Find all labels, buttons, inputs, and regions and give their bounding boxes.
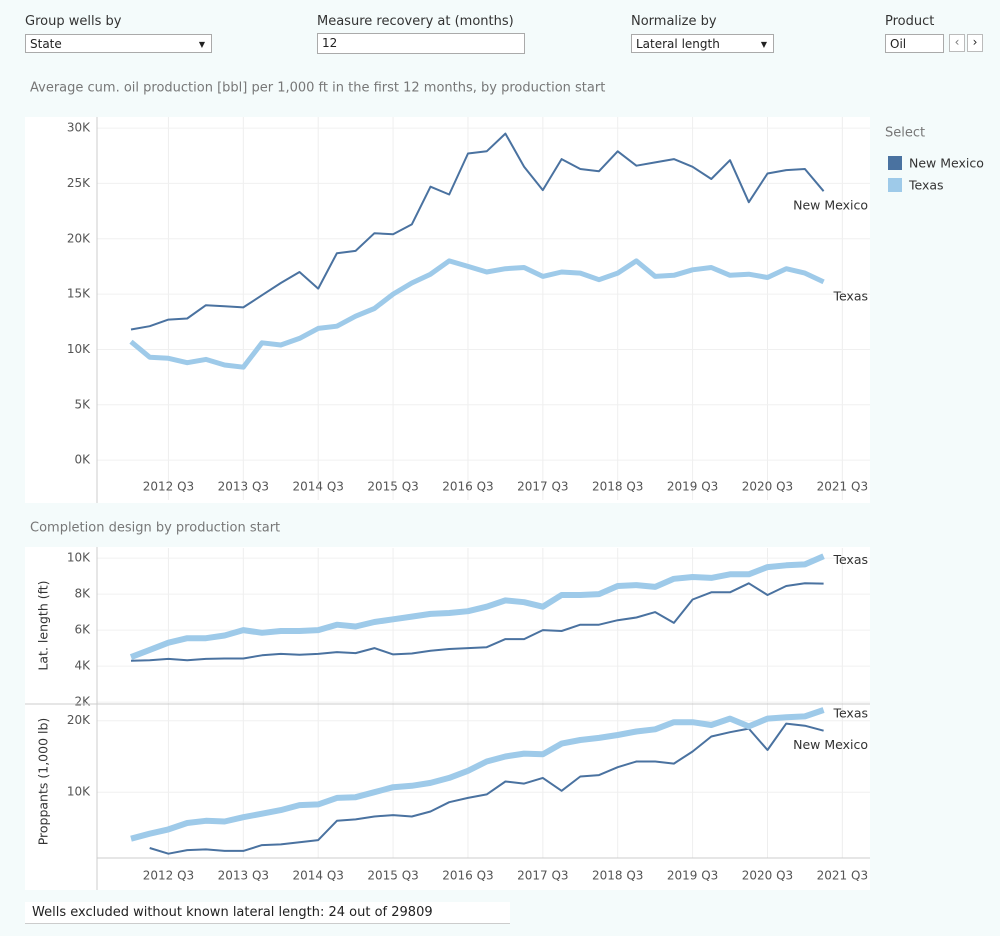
x-tick-label: 2012 Q3 <box>143 869 194 883</box>
x-tick-label: 2020 Q3 <box>742 869 793 883</box>
chart-title: Completion design by production start <box>30 521 280 536</box>
y-tick-label: 15K <box>67 287 91 301</box>
y-tick-label: 0K <box>74 453 91 467</box>
product-select[interactable]: Oil <box>885 34 944 53</box>
dropdown-value: State <box>30 37 62 51</box>
legend-label: Texas <box>908 178 944 193</box>
series-line <box>130 582 824 662</box>
x-tick-label: 2017 Q3 <box>517 480 568 494</box>
dropdown-arrow: ▼ <box>198 40 205 49</box>
input-value: 12 <box>322 36 338 50</box>
x-tick-label: 2016 Q3 <box>442 869 493 883</box>
control-label: Normalize by <box>631 14 717 29</box>
y-tick-label: 10K <box>67 785 91 799</box>
top-pane <box>25 117 870 503</box>
x-tick-label: 2016 Q3 <box>442 480 493 494</box>
y-tick-label: 10K <box>67 342 91 356</box>
legend-swatch <box>888 156 902 170</box>
control-label: Group wells by <box>25 14 122 29</box>
legend-swatch <box>888 178 902 192</box>
footer-note: Wells excluded without known lateral len… <box>25 902 510 924</box>
y-tick-label: 25K <box>67 176 91 190</box>
x-tick-label: 2021 Q3 <box>817 869 868 883</box>
dropdown[interactable]: State ▼ <box>25 34 212 53</box>
series-end-label: New Mexico <box>793 737 868 752</box>
dropdown-value: Lateral length <box>636 37 720 51</box>
x-tick-label: 2014 Q3 <box>292 869 343 883</box>
bottom-pane <box>25 547 870 890</box>
series-end-label: Texas <box>832 552 868 567</box>
x-tick-label: 2014 Q3 <box>292 480 343 494</box>
dropdown[interactable]: Lateral length ▼ <box>631 34 774 53</box>
y-tick-label: 30K <box>67 121 91 135</box>
series-line <box>130 132 825 331</box>
x-tick-label: 2018 Q3 <box>592 480 643 494</box>
y-tick-label: 5K <box>74 397 91 411</box>
series-end-label: Texas <box>832 706 868 721</box>
text-input[interactable]: 12 <box>317 33 525 54</box>
series-line <box>149 722 824 855</box>
x-tick-label: 2019 Q3 <box>667 869 718 883</box>
y-tick-label: 2K <box>74 695 91 709</box>
y-tick-label: 20K <box>67 231 91 245</box>
y-tick-label: 20K <box>67 713 91 727</box>
next-button[interactable]: › <box>967 34 983 52</box>
series-end-label: New Mexico <box>793 198 868 213</box>
series-line <box>129 258 825 370</box>
y-tick-label: 8K <box>74 587 91 601</box>
x-tick-label: 2013 Q3 <box>218 480 269 494</box>
product-value: Oil <box>890 37 907 51</box>
legend-label: New Mexico <box>909 156 984 171</box>
series-end-label: Texas <box>832 288 868 303</box>
x-tick-label: 2017 Q3 <box>517 869 568 883</box>
x-tick-label: 2012 Q3 <box>143 480 194 494</box>
dropdown-arrow: ▼ <box>760 40 767 49</box>
chart-title: Average cum. oil production [bbl] per 1,… <box>30 81 605 96</box>
y-axis-title: Lat. length (ft) <box>36 580 51 670</box>
x-tick-label: 2015 Q3 <box>367 480 418 494</box>
legend-title: Select <box>885 126 925 141</box>
x-tick-label: 2021 Q3 <box>817 480 868 494</box>
x-tick-label: 2019 Q3 <box>667 480 718 494</box>
control-label: Product <box>885 14 935 29</box>
charts: Average cum. oil production [bbl] per 1,… <box>25 81 984 890</box>
y-tick-label: 6K <box>74 623 91 637</box>
y-tick-label: 4K <box>74 659 91 673</box>
x-tick-label: 2018 Q3 <box>592 869 643 883</box>
prev-button[interactable]: ‹ <box>949 34 965 52</box>
x-tick-label: 2015 Q3 <box>367 869 418 883</box>
y-tick-label: 10K <box>67 551 91 565</box>
control-label: Measure recovery at (months) <box>317 14 514 29</box>
y-axis-title: Proppants (1,000 lb) <box>36 718 51 846</box>
x-tick-label: 2020 Q3 <box>742 480 793 494</box>
x-tick-label: 2013 Q3 <box>218 869 269 883</box>
series-line <box>130 707 825 842</box>
series-line <box>129 553 825 660</box>
